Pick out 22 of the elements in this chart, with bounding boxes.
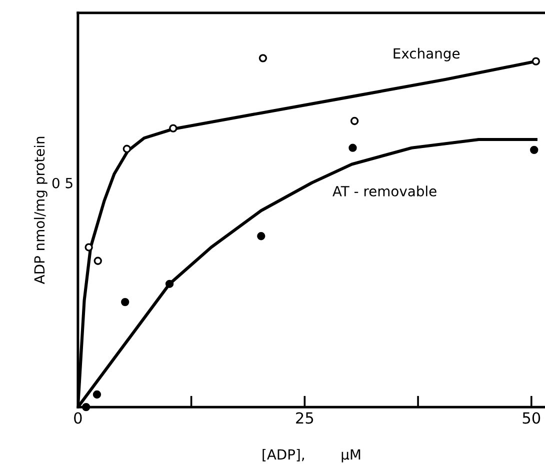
text: 0 5 [52, 178, 72, 188]
point [350, 116, 359, 126]
point [169, 124, 178, 132]
point [258, 54, 268, 62]
x-tick-label: 50 [522, 412, 540, 424]
x-tick-label: 0 [74, 412, 82, 424]
point [122, 144, 131, 153]
point [92, 390, 102, 399]
point [165, 280, 174, 288]
annotation: Exchange [394, 48, 460, 62]
point [348, 144, 357, 152]
point [82, 402, 90, 412]
point [121, 298, 130, 306]
x-tick-label: 25 [296, 412, 314, 424]
annotation: AT - removable [332, 186, 436, 196]
point [94, 256, 102, 265]
x-axis-title: [ADP], μM [262, 448, 360, 462]
point [530, 146, 538, 154]
point [84, 243, 93, 252]
y-axis-title: ADP nmol/mg protein [34, 136, 48, 284]
point [532, 57, 540, 66]
point [257, 232, 266, 240]
